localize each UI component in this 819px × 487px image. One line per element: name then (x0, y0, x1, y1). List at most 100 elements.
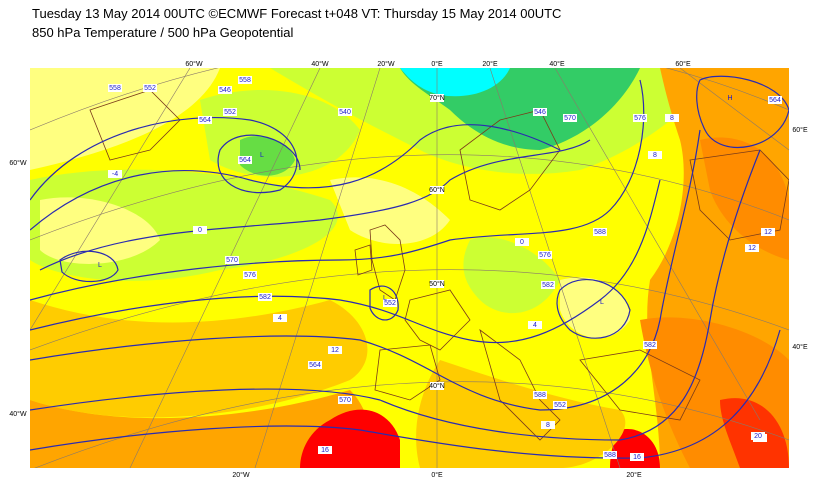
geopotential-label: 588 (534, 392, 546, 399)
label-bg (338, 108, 352, 116)
label-bg (430, 280, 444, 288)
label-bg (745, 244, 759, 252)
geopotential-label: 558 (239, 77, 251, 84)
geopotential-label: 588 (604, 452, 616, 459)
label-bg (273, 314, 287, 322)
label-bg (338, 396, 352, 404)
label-bg (218, 86, 232, 94)
geopotential-label: 570 (339, 397, 351, 404)
label-bg (223, 108, 237, 116)
latitude-label: 40°E (792, 343, 808, 351)
label-bg (630, 453, 644, 461)
label-bg (633, 114, 647, 122)
temperature-label: 20 (754, 433, 762, 440)
label-bg (258, 293, 272, 301)
geopotential-label: 582 (542, 282, 554, 289)
contours (30, 75, 789, 459)
longitude-label: 0°E (431, 471, 443, 479)
latitude-label: 50°N (429, 280, 445, 288)
label-bg (238, 156, 252, 164)
pressure-centre: L (98, 262, 102, 269)
label-bg (108, 170, 122, 178)
temperature-label: 8 (546, 422, 550, 429)
pressure-centre: L (383, 295, 387, 302)
label-bg (563, 114, 577, 122)
longitude-label: 40°E (549, 60, 565, 68)
label-bg (308, 361, 322, 369)
longitude-label: 60°E (675, 60, 691, 68)
label-bg (328, 346, 342, 354)
pressure-centre: L (260, 152, 264, 159)
label-bg (430, 186, 444, 194)
longitude-label: 0°E (431, 60, 443, 68)
geopotential-label: 552 (224, 109, 236, 116)
geopotential-label: 558 (109, 85, 121, 92)
label-bg (515, 238, 529, 246)
label-bg (533, 108, 547, 116)
latitude-label: 60°E (792, 126, 808, 134)
label-bg (193, 226, 207, 234)
longitude-label: 40°W (311, 60, 329, 68)
longitude-label: 60°W (185, 60, 203, 68)
latitude-label: 40°W (9, 410, 27, 418)
label-bg (318, 446, 332, 454)
label-bg (643, 341, 657, 349)
label-bg (430, 382, 444, 390)
geopotential-label: 576 (244, 272, 256, 279)
pressure-centre: L (600, 299, 604, 306)
temperature-label: 0 (198, 227, 202, 234)
longitude-label: 20°E (482, 60, 498, 68)
label-bg (768, 96, 782, 104)
label-bg (143, 84, 157, 92)
subtitle: 850 hPa Temperature / 500 hPa Geopotenti… (32, 25, 294, 40)
label-bg (593, 228, 607, 236)
label-bg (243, 271, 257, 279)
temperature-label: 12 (331, 347, 339, 354)
label-bg (538, 251, 552, 259)
label-bg (238, 76, 252, 84)
geopotential-label: 588 (594, 229, 606, 236)
temperature-label: 12 (748, 245, 756, 252)
geopotential-label: 540 (339, 109, 351, 116)
geopotential-label: 564 (769, 97, 781, 104)
geopotential-label: 564 (239, 157, 251, 164)
title: Tuesday 13 May 2014 00UTC ©ECMWF Forecas… (32, 6, 562, 21)
geopotential-label: 552 (384, 300, 396, 307)
label-bg (533, 391, 547, 399)
longitude-label: 20°E (626, 471, 642, 479)
label-bg (761, 228, 775, 236)
temperature-label: 8 (670, 115, 674, 122)
geopotential-label: 582 (644, 342, 656, 349)
temperature-label: 12 (764, 229, 772, 236)
temperature-label: 4 (533, 322, 537, 329)
temperature-label: 8 (653, 152, 657, 159)
geopotential-label: 552 (144, 85, 156, 92)
label-bg (108, 84, 122, 92)
geopotential-label: 570 (226, 257, 238, 264)
geopotential-label: 564 (199, 117, 211, 124)
latitude-label: 60°N (429, 186, 445, 194)
longitude-label: 20°W (377, 60, 395, 68)
label-bg (553, 401, 567, 409)
geopotential-label: 552 (554, 402, 566, 409)
label-bg (751, 432, 765, 440)
geopotential-label: 546 (534, 109, 546, 116)
geopotential-label: 570 (564, 115, 576, 122)
geopotential-label: 576 (539, 252, 551, 259)
label-bg (665, 114, 679, 122)
latitude-label: 40°N (429, 382, 445, 390)
temperature-label: 0 (520, 239, 524, 246)
geopotential-label: 576 (634, 115, 646, 122)
label-bg (383, 299, 397, 307)
pressure-centre: H (727, 95, 732, 102)
latitude-label: 70°N (429, 94, 445, 102)
label-bg (603, 451, 617, 459)
longitude-label: 20°W (232, 471, 250, 479)
geopotential-label: 582 (259, 294, 271, 301)
map-fill (30, 68, 789, 468)
label-bg (430, 94, 444, 102)
label-bg (225, 256, 239, 264)
temperature-label: -4 (112, 171, 118, 178)
